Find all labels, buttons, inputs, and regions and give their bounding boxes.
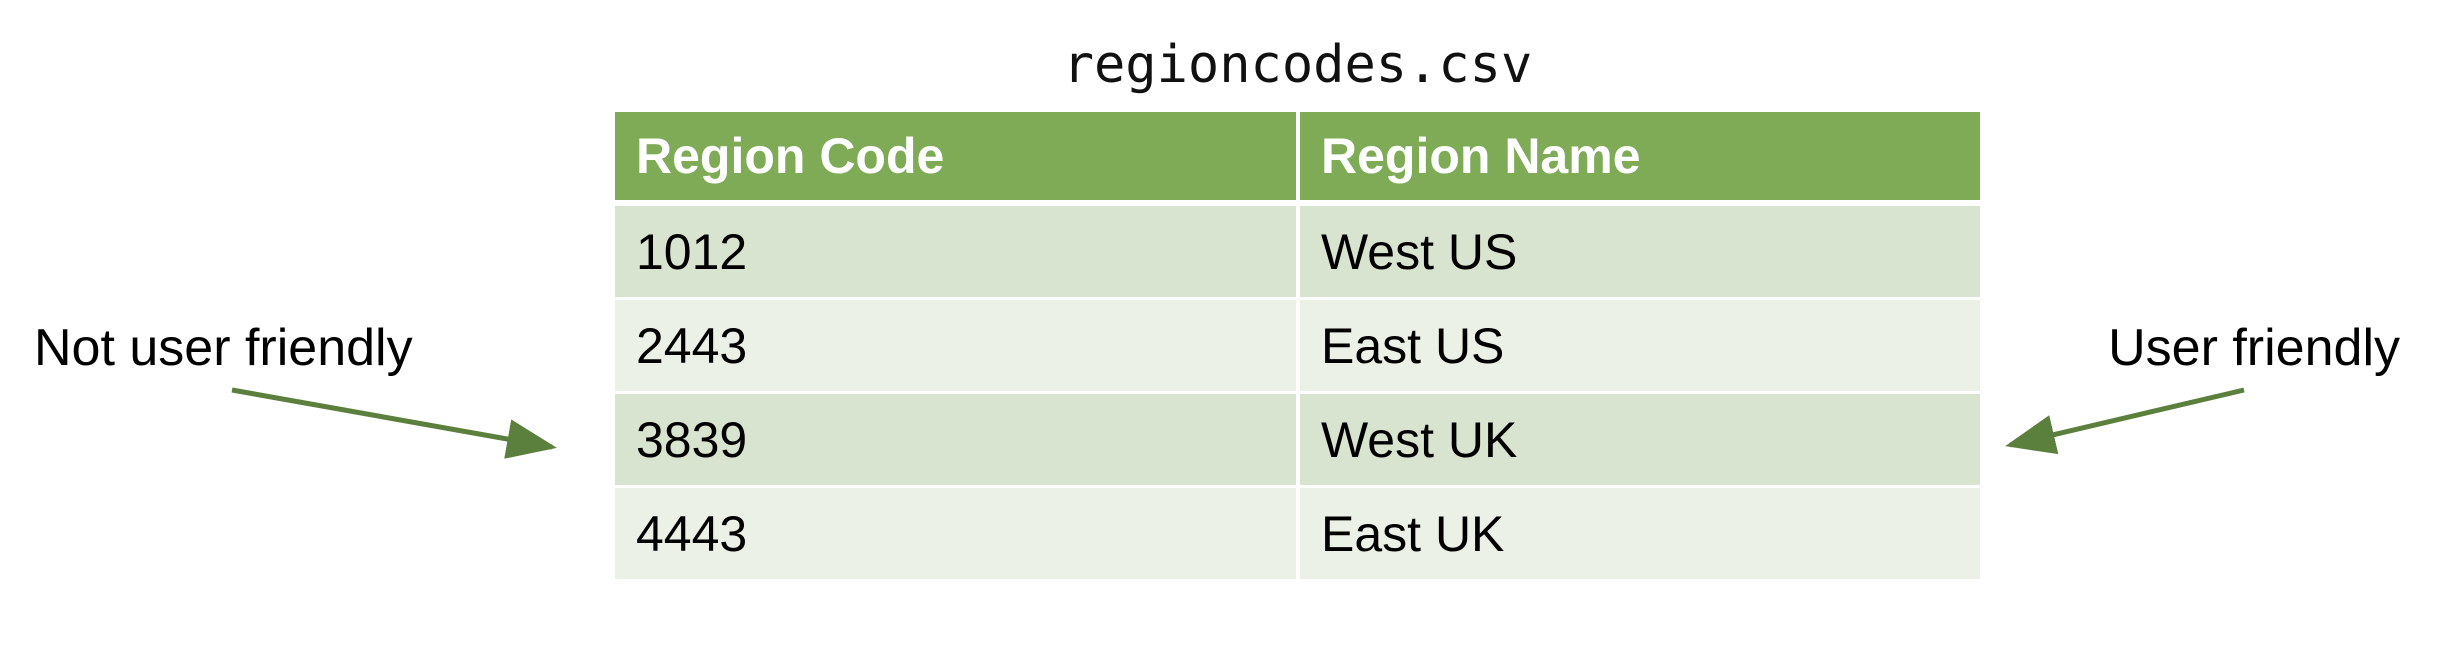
annotation-not-user-friendly: Not user friendly bbox=[34, 319, 413, 377]
column-header-region-name: Region Name bbox=[1298, 112, 1980, 206]
region-codes-table: Region Code Region Name 1012 West US 244… bbox=[615, 112, 1980, 582]
column-header-region-code: Region Code bbox=[615, 112, 1300, 206]
right-arrow bbox=[2005, 387, 2245, 455]
region-name-cell: East US bbox=[1298, 298, 1980, 394]
region-name-cell: West US bbox=[1298, 203, 1980, 300]
table-row: 3839 West UK bbox=[615, 392, 1980, 488]
region-code-cell: 3839 bbox=[615, 392, 1300, 488]
table-header-row: Region Code Region Name bbox=[615, 112, 1980, 206]
region-code-cell: 1012 bbox=[615, 203, 1300, 300]
region-name-cell: East UK bbox=[1298, 486, 1980, 582]
file-title: regioncodes.csv bbox=[1062, 35, 1533, 95]
left-arrow bbox=[231, 387, 557, 459]
region-code-cell: 2443 bbox=[615, 298, 1300, 394]
table-row: 4443 East UK bbox=[615, 486, 1980, 582]
region-name-cell: West UK bbox=[1298, 392, 1980, 488]
region-code-cell: 4443 bbox=[615, 486, 1300, 582]
table-row: 2443 East US bbox=[615, 298, 1980, 394]
annotation-user-friendly: User friendly bbox=[2108, 319, 2400, 377]
table-row: 1012 West US bbox=[615, 203, 1980, 300]
